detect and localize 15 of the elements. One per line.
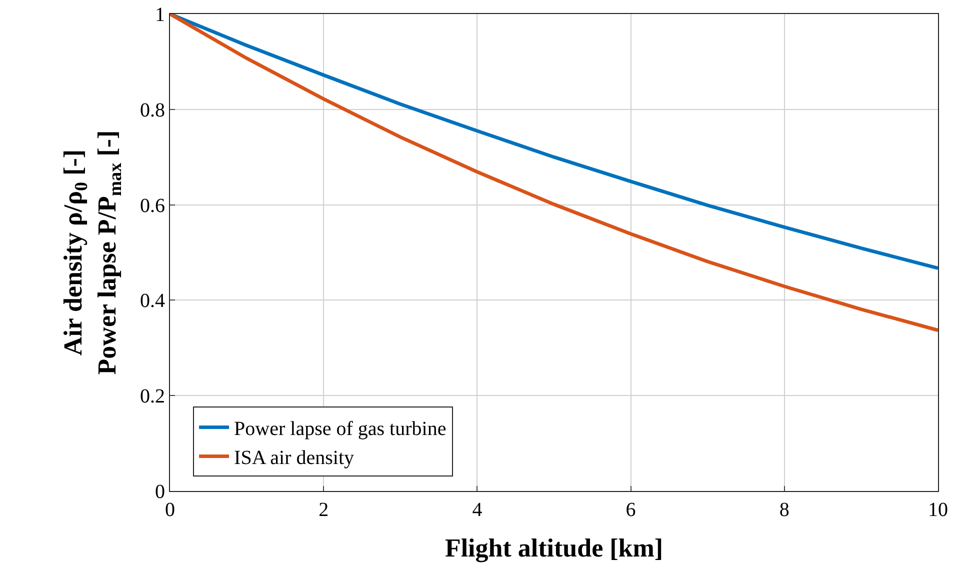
line-series (170, 14, 938, 332)
x-axis-title: Flight altitude [km] (444, 534, 664, 563)
y-tick-label: 0.6 (140, 194, 165, 217)
x-tick-label: 8 (779, 499, 790, 521)
y-tick-label: 0 (155, 481, 165, 503)
y-tick-label: 0.2 (140, 386, 165, 408)
y-tick-label: 0.4 (140, 290, 165, 312)
x-tick-label: 2 (318, 499, 329, 521)
legend-label: Power lapse of gas turbine (234, 418, 446, 440)
y-tick-label: 0.8 (140, 99, 165, 122)
x-tick-label: 6 (626, 499, 636, 521)
legend-label: ISA air density (234, 446, 354, 469)
x-tick-label: 10 (928, 499, 948, 521)
x-tick-label: 4 (472, 499, 482, 521)
y-tick-label: 1 (155, 4, 165, 26)
